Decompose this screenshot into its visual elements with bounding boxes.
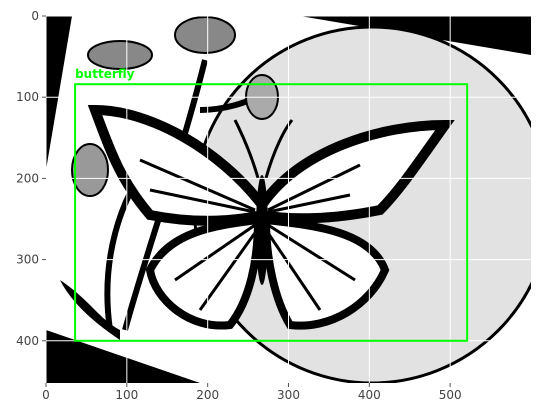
y-tick-label: 200 bbox=[16, 171, 39, 185]
y-tick-label: 0 bbox=[31, 9, 39, 23]
y-tick-label: 400 bbox=[16, 334, 39, 348]
x-tick-label: 400 bbox=[358, 388, 381, 402]
x-tick-label: 100 bbox=[115, 388, 138, 402]
x-tick-label: 0 bbox=[42, 388, 50, 402]
x-tick-label: 200 bbox=[196, 388, 219, 402]
bounding-box bbox=[74, 83, 469, 342]
x-tick-label: 300 bbox=[277, 388, 300, 402]
box-label: butterfly bbox=[75, 67, 135, 81]
y-tick-label: 100 bbox=[16, 90, 39, 104]
y-tick-label: 300 bbox=[16, 253, 39, 267]
x-tick-label: 500 bbox=[439, 388, 462, 402]
